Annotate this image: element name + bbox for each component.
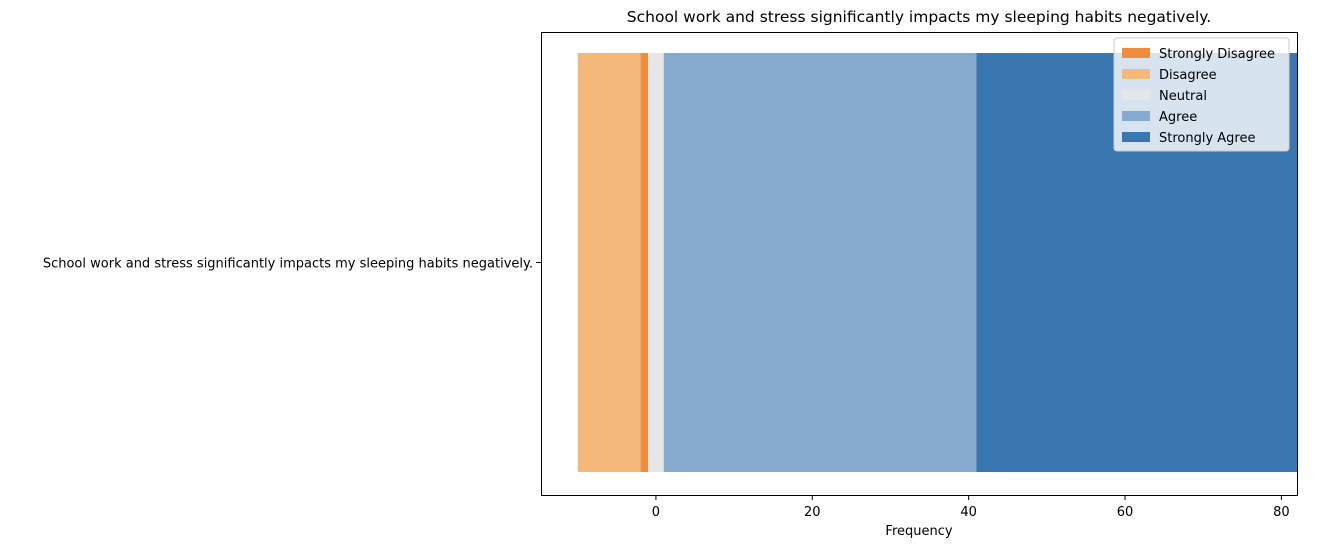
legend-swatch: [1122, 48, 1150, 58]
legend-label: Strongly Disagree: [1159, 47, 1275, 62]
legend-label: Disagree: [1159, 68, 1217, 83]
chart-title: School work and stress significantly imp…: [627, 8, 1211, 26]
bar-neutral: [648, 53, 664, 472]
x-tick-label: 40: [960, 505, 977, 520]
legend-label: Neutral: [1159, 89, 1207, 104]
legend-swatch: [1122, 69, 1150, 79]
y-tick-label: School work and stress significantly imp…: [43, 257, 533, 272]
x-tick-label: 80: [1273, 505, 1290, 520]
legend-label: Strongly Agree: [1159, 131, 1256, 146]
axes-frame: [541, 32, 1298, 496]
legend: Strongly Disagree Disagree Neutral Agree Str…: [1113, 37, 1290, 152]
x-tick-label: 0: [652, 505, 660, 520]
legend-label: Agree: [1159, 110, 1197, 125]
legend-swatch: [1122, 90, 1150, 100]
x-tick-label: 20: [804, 505, 821, 520]
legend-swatch: [1122, 132, 1150, 142]
y-axis-ticks: School work and stress significantly imp…: [43, 257, 541, 272]
x-axis-ticks: 0 20 40 60 80: [652, 495, 1290, 520]
bar-agree: [663, 53, 977, 472]
bar-disagree: [577, 53, 641, 472]
x-tick-label: 60: [1117, 505, 1134, 520]
bar-strongly-disagree: [640, 53, 649, 472]
legend-box: [1113, 37, 1290, 152]
x-axis-label: Frequency: [885, 524, 952, 539]
legend-swatch: [1122, 111, 1150, 121]
